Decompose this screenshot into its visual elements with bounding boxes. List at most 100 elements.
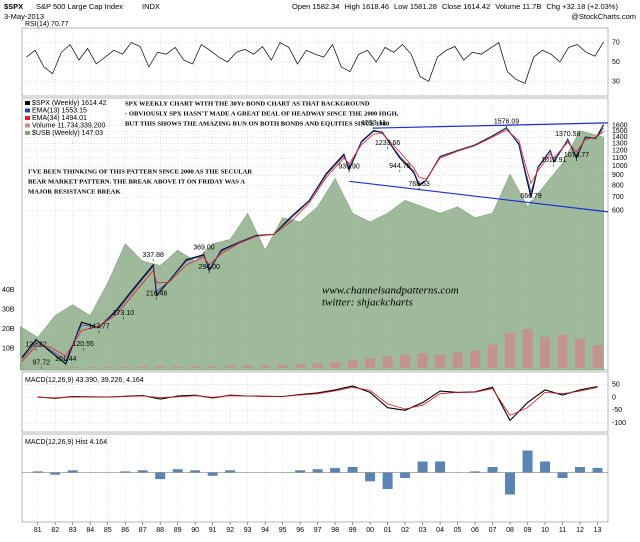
point-label: 1233.66: [375, 140, 400, 147]
bar: [505, 333, 515, 368]
x-tick-label: 84: [86, 527, 94, 534]
panel-label: MACD(12,26,9) Hist 4.164: [25, 439, 107, 446]
bar: [540, 337, 550, 368]
point-label: 1074.77: [564, 152, 589, 159]
bar: [593, 468, 603, 473]
x-tick-label: 85: [104, 527, 112, 534]
x-tick-label: 95: [279, 527, 287, 534]
bar: [365, 358, 375, 368]
x-tick-label: 83: [69, 527, 77, 534]
x-tick-label: 92: [226, 527, 234, 534]
y-tick-label: 1000: [612, 163, 628, 170]
x-tick-label: 96: [296, 527, 304, 534]
point-label: 1576.09: [494, 119, 519, 126]
point-label: 294.00: [198, 264, 220, 271]
x-tick-label: 82: [51, 527, 59, 534]
bar: [173, 469, 183, 472]
y-tick-label: 1600: [612, 122, 628, 129]
date: 3-May-2013: [4, 12, 44, 21]
x-tick-label: 05: [454, 527, 462, 534]
y-tick-label: 10B: [2, 345, 15, 352]
x-tick-label: 02: [401, 527, 409, 534]
x-tick-label: 08: [506, 527, 514, 534]
stat-label: Open: [292, 2, 310, 11]
y-tick-label: 700: [612, 194, 624, 201]
y-tick-label: 50: [612, 382, 620, 389]
y-tick-label: 1400: [612, 134, 628, 141]
bar: [208, 473, 218, 476]
point-label: 120.22: [25, 341, 47, 348]
legend-swatch: [25, 131, 30, 135]
x-tick-label: 11: [559, 527, 566, 534]
bar: [225, 366, 235, 368]
x-tick-label: 98: [331, 527, 339, 534]
y-tick-label: 20B: [2, 326, 15, 333]
bar: [418, 462, 428, 473]
point-label: 97.72: [32, 359, 50, 366]
x-tick-label: 10: [541, 527, 549, 534]
bar: [488, 345, 498, 368]
panel-label: RSI(14) 70.77: [25, 21, 69, 28]
y-tick-label: 0: [612, 394, 616, 401]
point-label: 768.63: [408, 181, 430, 188]
stat-value: 1614.42: [463, 2, 490, 11]
bar: [558, 335, 568, 368]
bar: [295, 364, 305, 368]
x-tick-label: 87: [139, 527, 147, 534]
bar: [208, 366, 218, 368]
bar: [523, 451, 533, 473]
x-tick-label: 13: [594, 527, 602, 534]
y-tick-label: -100: [612, 420, 626, 427]
y-tick-label: 40B: [2, 287, 15, 294]
bar: [400, 473, 410, 479]
bar: [330, 468, 340, 472]
point-label: 369.00: [193, 244, 215, 251]
bar: [540, 462, 550, 473]
bar: [138, 366, 148, 368]
point-label: 1010.91: [541, 157, 566, 164]
stat-value: 11.7B: [522, 2, 541, 11]
bar: [505, 473, 515, 495]
annotation: MAJOR RESISTANCE BREAK: [28, 189, 121, 196]
annotation: I'VE BEEN THINKING OF THIS PATTERN SINCE…: [28, 169, 252, 176]
bar: [575, 339, 585, 368]
bar: [173, 367, 183, 368]
bar: [85, 367, 95, 368]
bar: [558, 473, 568, 479]
y-tick-label: -50: [612, 407, 622, 414]
x-tick-label: 00: [366, 527, 374, 534]
stat-label: High: [344, 2, 359, 11]
bar: [593, 345, 603, 368]
legend-label: $USB (Weekly) 147.03: [32, 130, 103, 137]
bar: [120, 367, 130, 368]
bar: [225, 470, 235, 472]
point-label: 216.46: [146, 291, 168, 298]
bar: [453, 352, 463, 368]
symbol: $SPX: [4, 2, 23, 11]
bar: [103, 367, 113, 368]
bar: [348, 360, 358, 368]
x-tick-label: 93: [244, 527, 252, 534]
point-label: 120.55: [73, 341, 95, 348]
annotation: BEAR MARKET PATTERN. THE BREAK ABOVE IT …: [28, 179, 245, 186]
x-tick-label: 81: [34, 527, 42, 534]
x-tick-label: 06: [471, 527, 479, 534]
x-tick-label: 86: [121, 527, 129, 534]
exchange: INDX: [142, 2, 160, 11]
legend-swatch: [25, 124, 30, 128]
bar: [383, 356, 393, 368]
point-label: 337.88: [142, 252, 164, 259]
x-tick-label: 12: [576, 527, 584, 534]
stat-label: Chg: [546, 2, 560, 11]
y-tick-label: 900: [612, 172, 624, 179]
bar: [68, 367, 78, 368]
bar: [278, 365, 288, 368]
stat-value: 1582.34: [312, 2, 339, 11]
stat-value: +32.18 (+2.03%): [562, 2, 618, 11]
point-label: 666.79: [520, 193, 542, 200]
bar: [470, 350, 480, 368]
bar: [418, 353, 428, 368]
y-tick-label: 1300: [612, 140, 628, 147]
index-name: S&P 500 Large Cap Index: [36, 2, 123, 11]
